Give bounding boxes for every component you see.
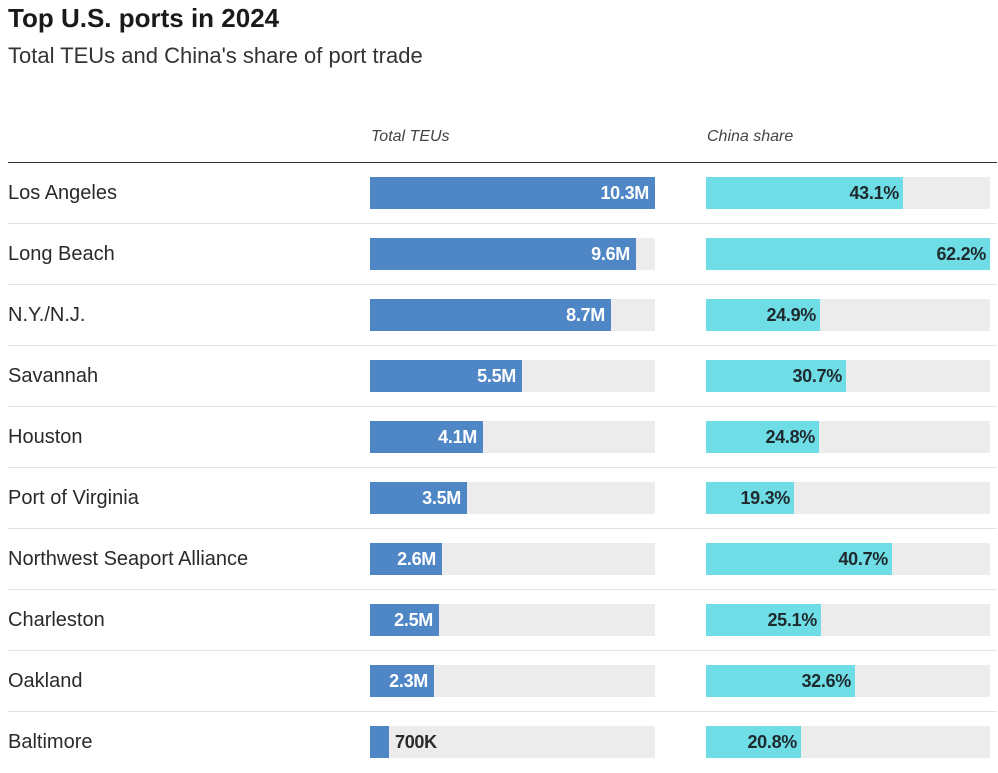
teu-value-label: 3.5M (422, 488, 461, 508)
port-name-label: Long Beach (8, 243, 115, 265)
china-share-bar-track: 24.8% (706, 421, 990, 453)
port-name-label: Houston (8, 426, 83, 448)
teu-bar-track: 3.5M (370, 482, 655, 514)
teu-bar-track: 10.3M (370, 177, 655, 209)
port-name-label: Baltimore (8, 731, 93, 753)
china-share-value-label: 19.3% (740, 488, 790, 508)
china-share-bar (706, 360, 846, 392)
china-share-value-label: 24.9% (766, 305, 816, 325)
china-share-value-label: 25.1% (767, 610, 817, 630)
teu-value-label: 2.5M (394, 610, 433, 630)
table-row: Los Angeles 10.3M 43.1% (8, 163, 997, 224)
teu-bar-track: 2.3M (370, 665, 655, 697)
teu-bar (370, 360, 522, 392)
teu-bar (370, 543, 442, 575)
teu-bar-track: 9.6M (370, 238, 655, 270)
china-share-bar (706, 238, 990, 270)
teu-bar-track: 5.5M (370, 360, 655, 392)
teu-bar (370, 604, 439, 636)
teu-value-label: 9.6M (591, 244, 630, 264)
china-share-bar (706, 421, 819, 453)
china-share-bar-track: 30.7% (706, 360, 990, 392)
chart-subtitle: Total TEUs and China's share of port tra… (8, 43, 423, 68)
teu-value-label: 2.3M (389, 671, 428, 691)
table-row: Savannah 5.5M 30.7% (8, 346, 997, 407)
port-name-label: Charleston (8, 609, 105, 631)
teu-value-label: 2.6M (397, 549, 436, 569)
teu-bar (370, 665, 434, 697)
china-share-bar (706, 604, 821, 636)
china-share-bar-track: 40.7% (706, 543, 990, 575)
china-share-value-label: 30.7% (792, 366, 842, 386)
port-name-label: N.Y./N.J. (8, 304, 86, 326)
teu-bar (370, 482, 467, 514)
chart-title: Top U.S. ports in 2024 (8, 3, 280, 33)
china-share-bar-track: 20.8% (706, 726, 990, 758)
port-name-label: Savannah (8, 365, 99, 387)
port-name-label: Oakland (8, 670, 83, 692)
port-name-label: Northwest Seaport Alliance (8, 548, 249, 570)
china-share-bar-track: 43.1% (706, 177, 990, 209)
china-share-value-label: 43.1% (849, 183, 899, 203)
china-share-bar (706, 543, 892, 575)
teu-bar (370, 299, 611, 331)
china-share-bar (706, 665, 855, 697)
teu-bar-track: 2.6M (370, 543, 655, 575)
table-row: N.Y./N.J. 8.7M 24.9% (8, 285, 997, 346)
china-share-value-label: 62.2% (936, 244, 986, 264)
column-header-china-share: China share (707, 128, 794, 145)
port-name-label: Port of Virginia (8, 487, 139, 509)
teu-bar (370, 421, 483, 453)
teu-bar (370, 177, 655, 209)
teu-value-label: 5.5M (477, 366, 516, 386)
china-share-value-label: 40.7% (838, 549, 888, 569)
teu-value-label: 4.1M (438, 427, 477, 447)
table-row: Oakland 2.3M 32.6% (8, 651, 997, 712)
china-share-bar-track: 62.2% (706, 238, 990, 270)
table-row: Long Beach 9.6M 62.2% (8, 224, 997, 285)
teu-value-label: 700K (395, 732, 437, 752)
port-name-label: Los Angeles (8, 182, 117, 204)
china-share-value-label: 20.8% (747, 732, 797, 752)
table-row: Northwest Seaport Alliance 2.6M 40.7% (8, 529, 997, 590)
china-share-bar-track: 25.1% (706, 604, 990, 636)
header-divider (8, 162, 997, 163)
china-share-value-label: 32.6% (801, 671, 851, 691)
teu-value-label: 8.7M (566, 305, 605, 325)
teu-bar-track: 700K (370, 726, 655, 758)
china-share-bar (706, 299, 820, 331)
china-share-bar (706, 726, 801, 758)
table-row: Baltimore 700K 20.8% (8, 712, 997, 773)
teu-bar-track: 2.5M (370, 604, 655, 636)
table-row: Charleston 2.5M 25.1% (8, 590, 997, 651)
table-row: Port of Virginia 3.5M 19.3% (8, 468, 997, 529)
china-share-value-label: 24.8% (765, 427, 815, 447)
china-share-bar-track: 32.6% (706, 665, 990, 697)
teu-value-label: 10.3M (600, 183, 649, 203)
table-row: Houston 4.1M 24.8% (8, 407, 997, 468)
column-header-total-teus: Total TEUs (371, 128, 450, 145)
teu-bar (370, 726, 389, 758)
teu-bar-track: 4.1M (370, 421, 655, 453)
china-share-bar-track: 19.3% (706, 482, 990, 514)
teu-bar (370, 238, 636, 270)
china-share-bar (706, 177, 903, 209)
teu-bar-track: 8.7M (370, 299, 655, 331)
china-share-bar-track: 24.9% (706, 299, 990, 331)
port-table: Los Angeles 10.3M 43.1% Long Beach 9.6M 62.2%… (8, 163, 997, 773)
china-share-bar (706, 482, 794, 514)
